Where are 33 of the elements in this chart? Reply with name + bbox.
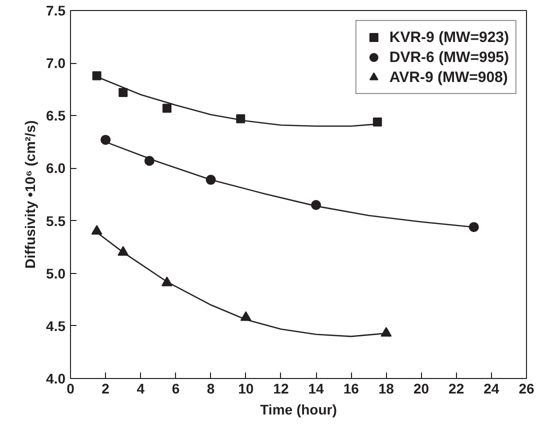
x-tick-label: 20: [413, 380, 430, 396]
x-tick-label: 8: [206, 380, 215, 396]
x-tick-label: 6: [172, 380, 180, 396]
y-tick-label: 5.0: [46, 265, 66, 282]
point: [100, 134, 111, 145]
x-tick-label: 12: [273, 380, 289, 396]
x-tick-label: 24: [484, 380, 500, 396]
legend-label: AVR-9 (MW=908): [389, 68, 508, 86]
x-tick-label: 2: [102, 380, 110, 396]
y-tick-label: 6.0: [46, 160, 66, 176]
x-tick-label: 10: [238, 380, 254, 396]
x-tick-label: 16: [343, 380, 360, 396]
x-tick-label: 0: [66, 380, 75, 396]
y-tick-label: 4.5: [46, 318, 66, 334]
legend-label: DVR-6 (MW=995): [389, 48, 509, 66]
x-tick-label: 22: [448, 380, 464, 396]
x-axis-title: Time (hour): [260, 402, 337, 418]
x-tick-label: 14: [308, 380, 324, 396]
point: [468, 222, 479, 232]
point: [92, 71, 102, 80]
x-tick-label: 26: [518, 380, 534, 396]
legend-label: KVR-9 (MW=923): [389, 28, 509, 46]
point: [118, 88, 128, 98]
point: [372, 117, 382, 126]
y-tick-label: 4.0: [46, 370, 66, 386]
y-tick-label: 5.5: [46, 212, 66, 229]
y-axis-title: Diffusivity •10⁶ (cm²/s): [22, 120, 38, 269]
y-tick-label: 6.5: [46, 108, 66, 124]
y-tick-label: 7.0: [46, 55, 66, 72]
x-tick-label: 4: [136, 380, 145, 396]
point: [162, 104, 172, 113]
y-tick-label: 7.5: [46, 2, 66, 18]
x-tick-label: 18: [378, 380, 394, 396]
